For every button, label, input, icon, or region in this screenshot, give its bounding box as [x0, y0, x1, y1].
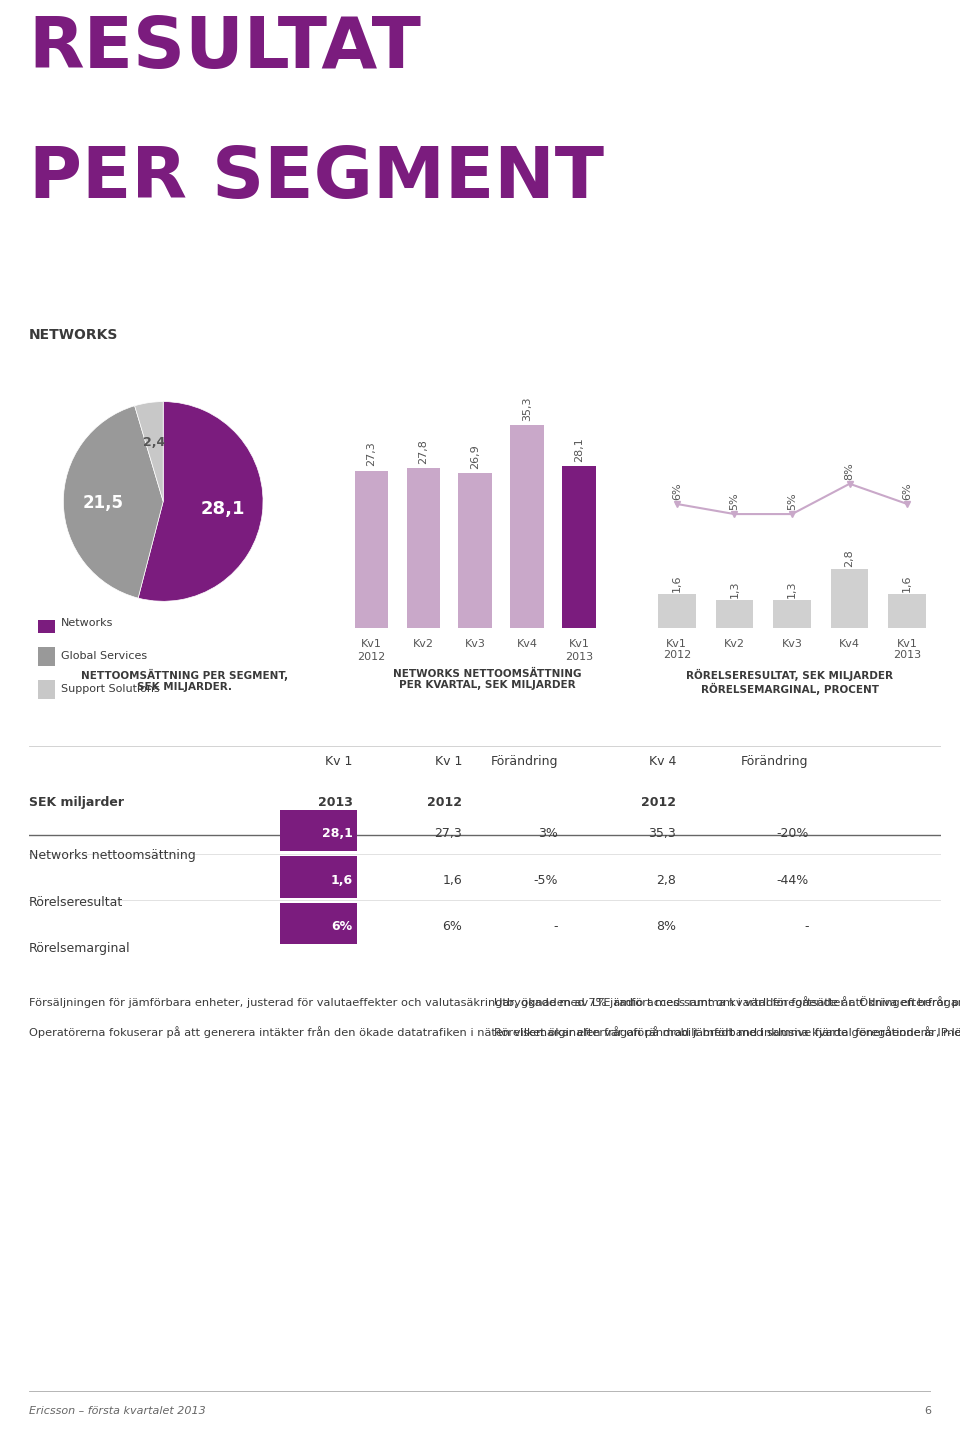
Text: Kv 1: Kv 1	[325, 755, 352, 768]
Text: Kv4: Kv4	[839, 639, 860, 649]
Text: 21,5: 21,5	[83, 494, 124, 511]
Text: 5%: 5%	[730, 492, 739, 509]
Text: Kv3: Kv3	[465, 639, 486, 649]
Text: Kv2: Kv2	[413, 639, 434, 649]
Text: Kv 4: Kv 4	[649, 755, 676, 768]
Text: Kv2: Kv2	[724, 639, 745, 649]
Text: 1,6: 1,6	[902, 574, 912, 592]
Text: NETWORKS: NETWORKS	[29, 329, 118, 342]
Text: 8%: 8%	[657, 921, 676, 934]
Bar	[354, 470, 389, 628]
Text: 2,4: 2,4	[143, 436, 166, 449]
Wedge shape	[63, 405, 163, 597]
Bar	[562, 466, 596, 628]
Bar	[279, 903, 357, 944]
Bar	[889, 595, 925, 628]
Text: 2012: 2012	[641, 795, 676, 808]
Text: Networks: Networks	[60, 618, 113, 628]
Text: Kv1: Kv1	[568, 639, 589, 649]
Text: 26,9: 26,9	[470, 444, 480, 469]
Text: -5%: -5%	[533, 873, 558, 886]
Text: Global Services: Global Services	[60, 651, 147, 661]
Text: Försäljningen för jämförbara enheter, justerad för valutaeffekter och valutasäkr: Försäljningen för jämförbara enheter, ju…	[29, 996, 960, 1039]
Text: 1,6: 1,6	[330, 873, 352, 886]
Wedge shape	[134, 401, 163, 502]
Text: 2013: 2013	[318, 795, 352, 808]
Text: -44%: -44%	[777, 873, 808, 886]
Text: 6%: 6%	[443, 921, 462, 934]
Text: Kv1: Kv1	[361, 639, 382, 649]
Text: 28,1: 28,1	[201, 501, 245, 518]
Bar	[510, 426, 544, 628]
Text: Rörelseresultat: Rörelseresultat	[29, 896, 123, 909]
Text: Ericsson – första kvartalet 2013: Ericsson – första kvartalet 2013	[29, 1405, 205, 1416]
Bar	[406, 468, 441, 628]
Text: SEK miljarder: SEK miljarder	[29, 795, 124, 808]
Bar	[458, 473, 492, 628]
Text: 28,1: 28,1	[574, 437, 584, 462]
Text: NETWORKS NETTOOMSÄTTNING
PER KVARTAL, SEK MILJARDER: NETWORKS NETTOOMSÄTTNING PER KVARTAL, SE…	[393, 668, 582, 690]
Text: 2013: 2013	[564, 652, 593, 662]
Text: 2,8: 2,8	[657, 873, 676, 886]
Text: 1,6: 1,6	[672, 574, 682, 592]
Wedge shape	[138, 401, 263, 602]
Text: 35,3: 35,3	[649, 827, 676, 840]
Bar	[279, 810, 357, 851]
Bar	[658, 595, 695, 628]
Bar	[830, 569, 869, 628]
Bar	[38, 680, 55, 700]
Text: -: -	[804, 921, 808, 934]
Bar	[715, 600, 753, 628]
Text: RESULTAT: RESULTAT	[29, 14, 421, 84]
Text: NETTOOMSÄTTNING PER SEGMENT,
SEK MILJARDER.: NETTOOMSÄTTNING PER SEGMENT, SEK MILJARD…	[82, 668, 288, 693]
Bar	[774, 600, 810, 628]
Bar	[38, 648, 55, 667]
Bar	[279, 856, 357, 898]
Text: 2013: 2013	[893, 649, 922, 659]
Text: 2012: 2012	[662, 649, 691, 659]
Text: Kv 1: Kv 1	[435, 755, 462, 768]
Text: Rörelsemarginal: Rörelsemarginal	[29, 942, 131, 955]
Text: 2,8: 2,8	[845, 548, 854, 567]
Text: Förändring: Förändring	[491, 755, 558, 768]
Text: Kv1: Kv1	[897, 639, 918, 649]
Text: 2012: 2012	[357, 652, 386, 662]
Text: 27,3: 27,3	[434, 827, 462, 840]
Bar	[38, 615, 55, 633]
Text: Support Solutions: Support Solutions	[60, 684, 159, 694]
Text: 35,3: 35,3	[522, 395, 532, 420]
Text: 8%: 8%	[845, 462, 854, 479]
Text: Kv4: Kv4	[516, 639, 538, 649]
Text: 28,1: 28,1	[322, 827, 352, 840]
Text: Kv1: Kv1	[666, 639, 687, 649]
Text: Networks nettoomsättning: Networks nettoomsättning	[29, 848, 196, 861]
Text: PER SEGMENT: PER SEGMENT	[29, 144, 604, 214]
Text: 1,3: 1,3	[787, 580, 797, 599]
Text: 2012: 2012	[427, 795, 462, 808]
Text: 6%: 6%	[331, 921, 352, 934]
Text: Förändring: Förändring	[741, 755, 808, 768]
Text: 6: 6	[924, 1405, 931, 1416]
Text: 6%: 6%	[902, 482, 912, 499]
Text: 5%: 5%	[787, 492, 797, 509]
Text: 27,3: 27,3	[367, 442, 376, 466]
Text: -20%: -20%	[777, 827, 808, 840]
Text: Kv3: Kv3	[781, 639, 803, 649]
Text: -: -	[553, 921, 558, 934]
Text: 1,3: 1,3	[730, 580, 739, 599]
Text: 27,8: 27,8	[419, 439, 428, 463]
Text: 6%: 6%	[672, 482, 682, 499]
Text: 3%: 3%	[538, 827, 558, 840]
Text: RÖRELSERESULTAT, SEK MILJARDER
RÖRELSEMARGINAL, PROCENT: RÖRELSERESULTAT, SEK MILJARDER RÖRELSEMA…	[686, 668, 893, 694]
Text: Utbyggnaden av LTE radio access runt om i världen fortsätter att driva efterfråg: Utbyggnaden av LTE radio access runt om …	[494, 996, 960, 1039]
Text: 1,6: 1,6	[443, 873, 462, 886]
